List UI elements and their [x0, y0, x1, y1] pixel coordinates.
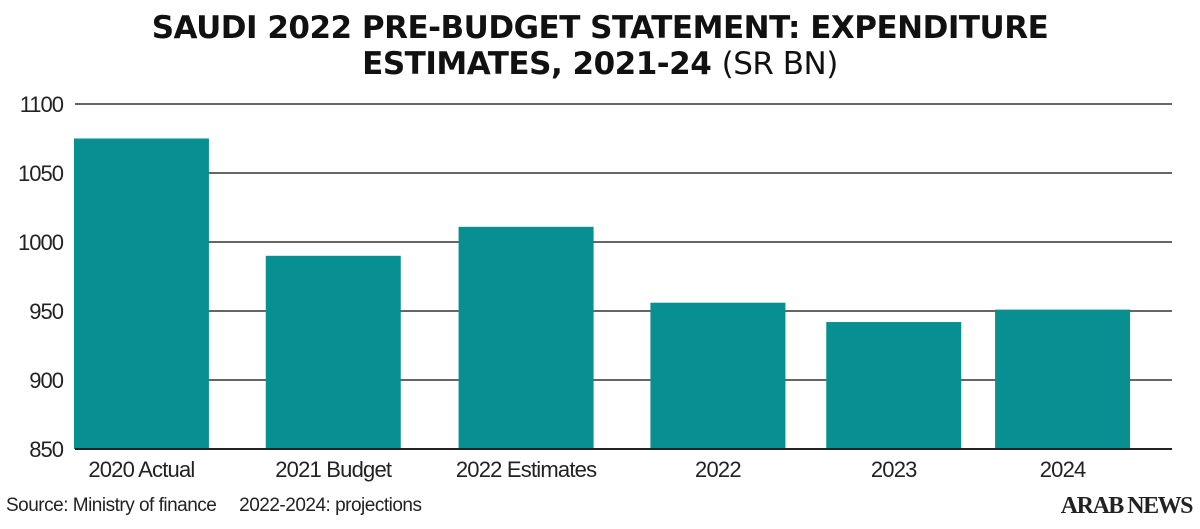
- projection-note: 2022-2024: projections: [239, 495, 422, 516]
- chart-title: SAUDI 2022 PRE-BUDGET STATEMENT: EXPENDI…: [0, 10, 1200, 82]
- brand-logo: ARAB NEWS: [1060, 493, 1194, 519]
- y-tick-label: 1050: [18, 161, 64, 186]
- x-tick-label-2021-budget: 2021 Budget: [275, 457, 392, 482]
- chart-title-line1: SAUDI 2022 PRE-BUDGET STATEMENT: EXPENDI…: [151, 10, 1049, 46]
- y-tick-label: 1100: [20, 92, 64, 117]
- footer-source: Source: Ministry of finance 2022-2024: p…: [6, 495, 439, 517]
- x-tick-label-2020-actual: 2020 Actual: [88, 457, 194, 482]
- y-tick-label: 950: [29, 299, 63, 324]
- bar-2023: [826, 322, 962, 449]
- y-axis-ticks: 1100 1050 1000 950 900 850: [18, 92, 65, 462]
- chart-title-line2-bold: ESTIMATES, 2021-24: [362, 46, 712, 82]
- bar-2024: [995, 309, 1131, 449]
- x-tick-label-2022-estimates: 2022 Estimates: [456, 457, 597, 482]
- x-tick-label-2023: 2023: [871, 457, 917, 482]
- x-tick-label-2022: 2022: [695, 457, 741, 482]
- y-tick-label: 1000: [18, 230, 64, 255]
- source-text: Source: Ministry of finance: [6, 495, 217, 516]
- bar-2020-actual: [73, 138, 209, 449]
- y-tick-label: 850: [29, 437, 63, 462]
- chart-title-unit: (SR BN): [721, 46, 839, 82]
- bar-2021-budget: [265, 255, 401, 449]
- bar-2022: [650, 302, 786, 449]
- y-tick-label: 900: [29, 368, 63, 393]
- x-axis-labels: 2020 Actual 2021 Budget 2022 Estimates 2022…: [88, 457, 1086, 482]
- bars: [73, 138, 1131, 449]
- chart-title-line2: ESTIMATES, 2021-24 (SR BN): [0, 46, 1200, 82]
- bar-2022-estimates: [458, 226, 594, 449]
- gridlines: [75, 103, 1172, 381]
- x-tick-label-2024: 2024: [1040, 457, 1086, 482]
